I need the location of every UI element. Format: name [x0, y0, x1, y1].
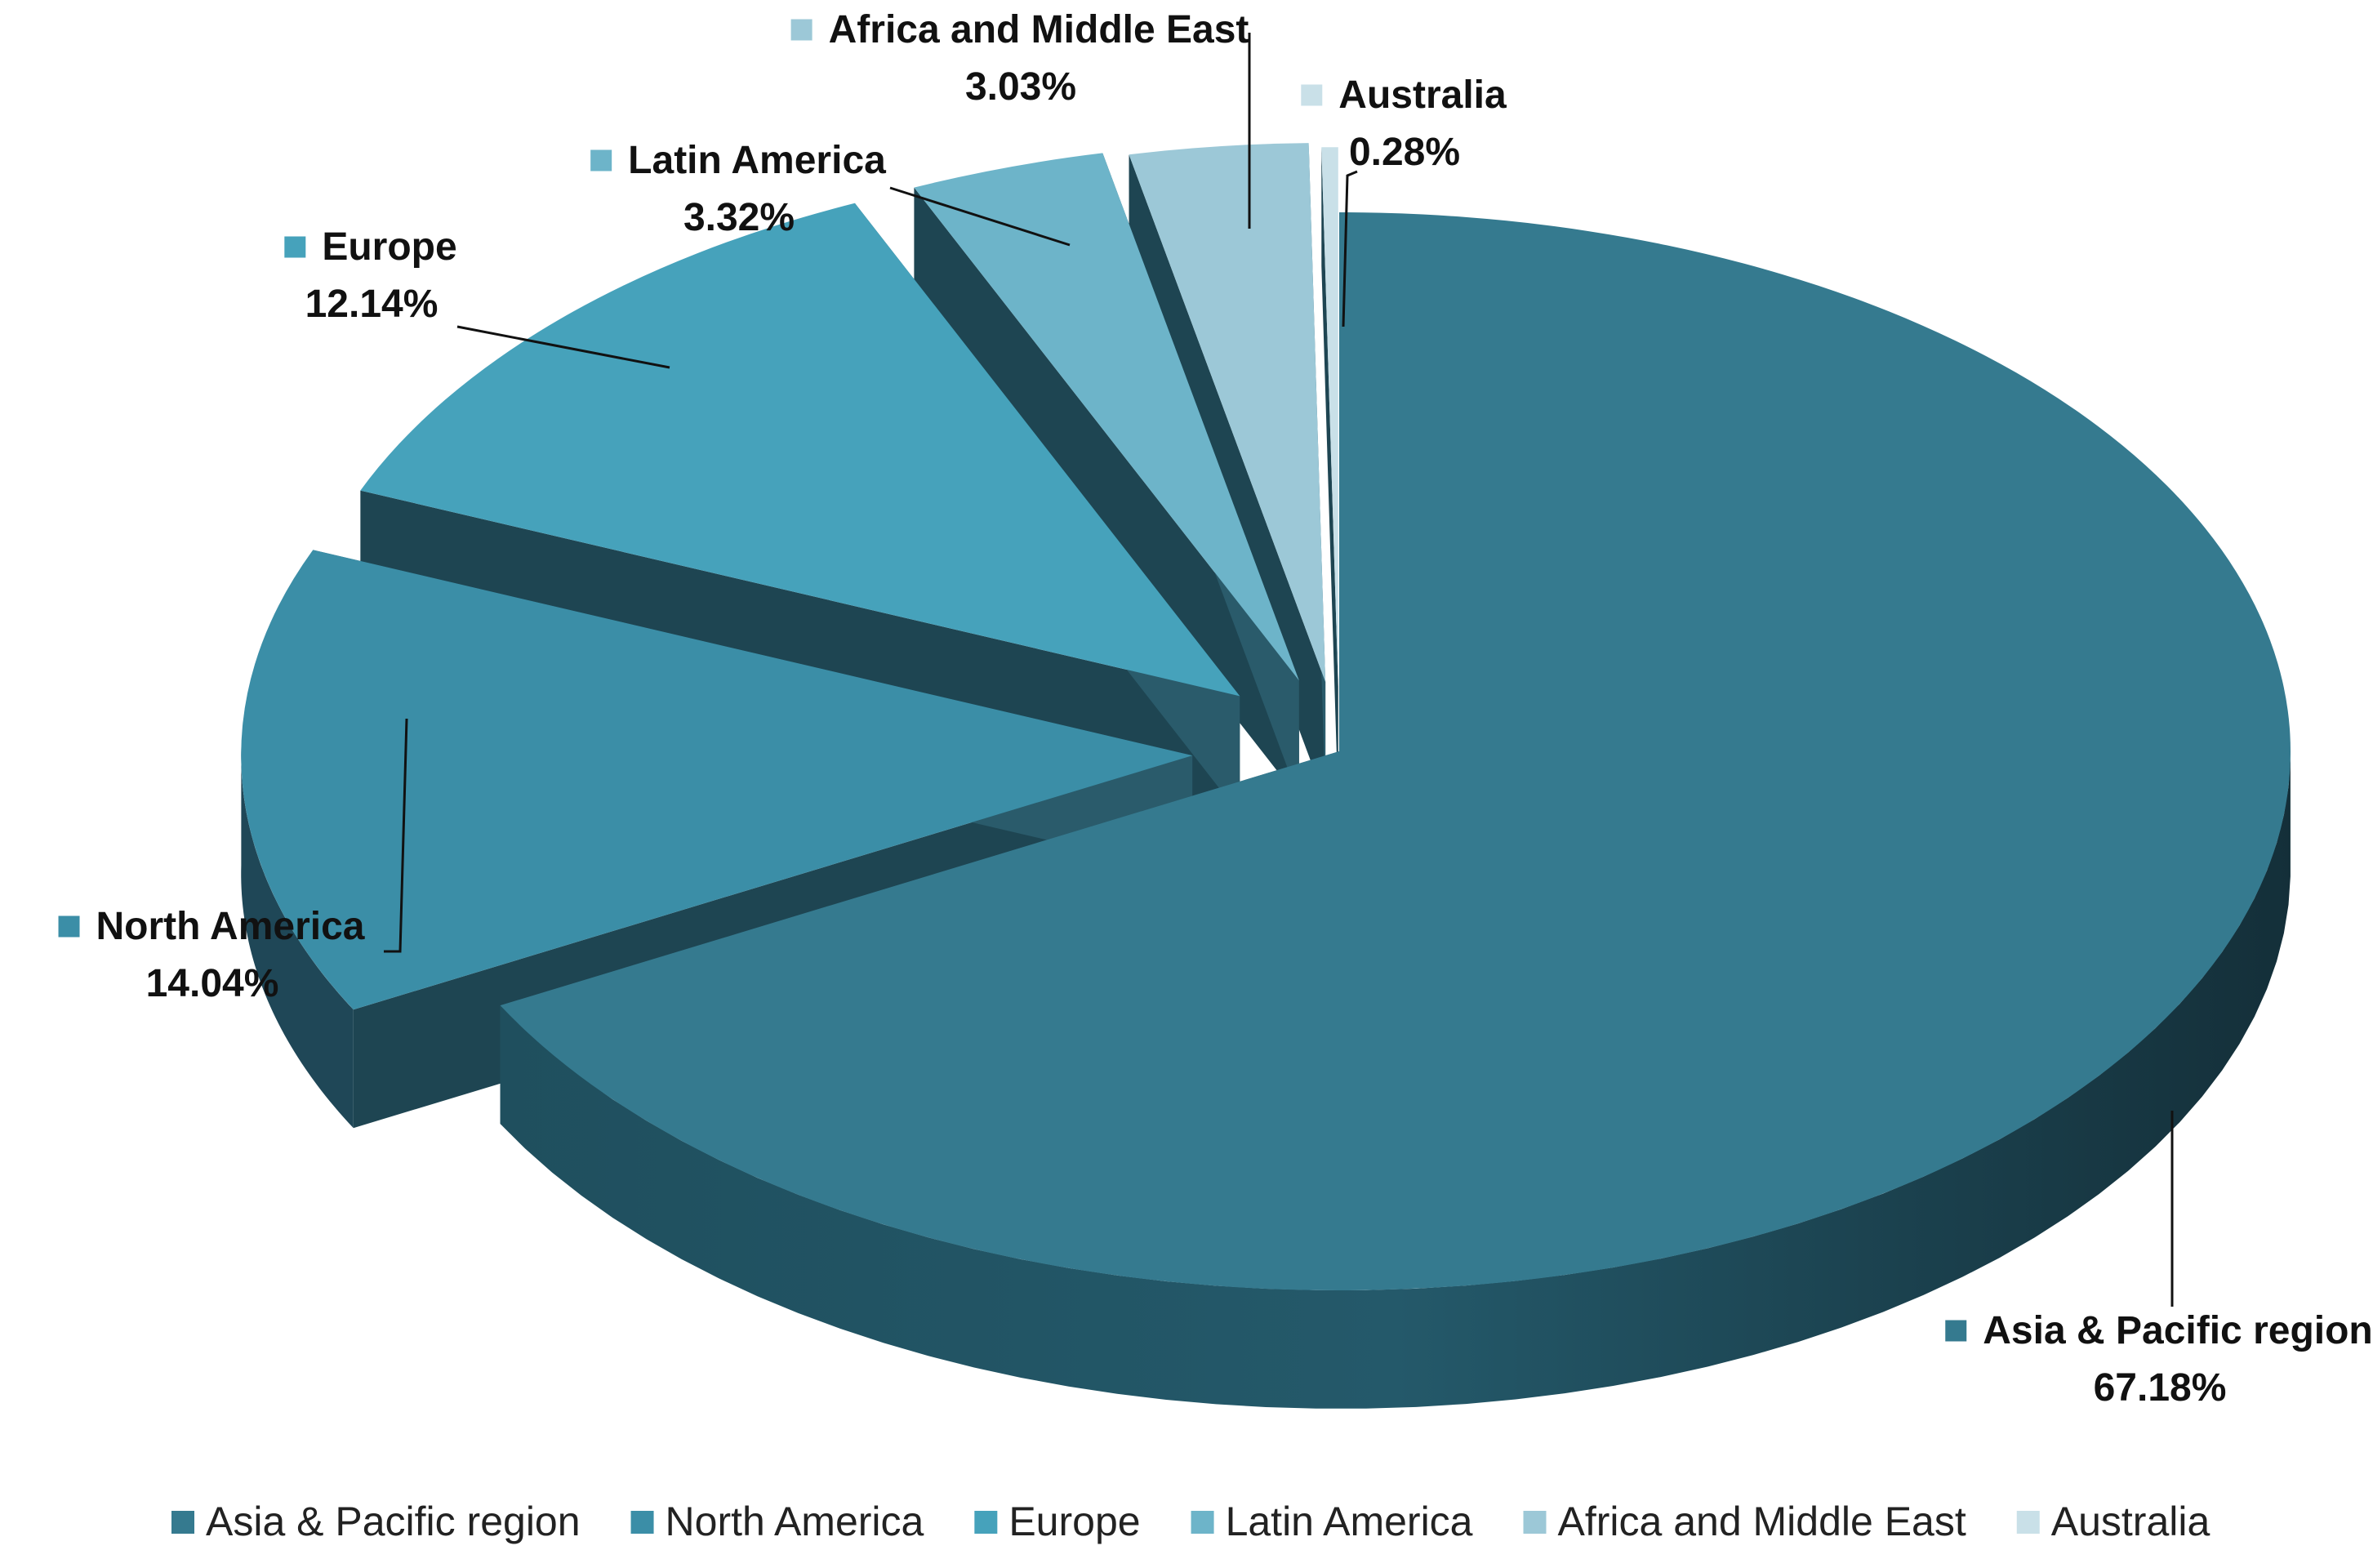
data-label-name-north-america: North America: [96, 905, 365, 948]
legend-entry-europe: Europe: [974, 1499, 1141, 1544]
slice-asia-and-pacific-region: [500, 212, 2291, 1290]
leader-line-australia: [1342, 170, 1358, 327]
data-label-value-africa-and-middle-east: 3.03%: [965, 65, 1076, 109]
data-label-value-europe: 12.14%: [305, 283, 439, 326]
legend-swatch-latin-america: [1191, 1511, 1214, 1534]
data-label-australia: Australia 0.28%: [1301, 74, 1507, 327]
slice-wall-australia: [1321, 147, 1338, 805]
data-label-value-asia-and-pacific-region: 67.18%: [2094, 1366, 2227, 1410]
slice-europe: [360, 203, 1240, 697]
data-label-name-latin-america: Latin America: [628, 139, 886, 182]
legend-entry-latin-america: Latin America: [1191, 1499, 1473, 1544]
data-label-africa-and-middle-east: Africa and Middle East 3.03%: [790, 8, 1251, 229]
slice-latin-america: [914, 153, 1299, 681]
slice-wall-latin-america: [914, 187, 1299, 800]
legend: Asia & Pacific region North America Europe…: [171, 1499, 2210, 1544]
legend-swatch-asia-and-pacific-region: [171, 1511, 194, 1534]
data-label-europe: Europe 12.14%: [284, 225, 670, 369]
leader-line-europe: [456, 325, 670, 369]
slice-rim-north-america: [241, 746, 354, 1129]
data-label-name-australia: Australia: [1338, 74, 1507, 117]
slice-tops: [241, 143, 2291, 1290]
legend-swatch-africa-and-middle-east: [1523, 1511, 1547, 1534]
legend-label-latin-america: Latin America: [1226, 1499, 1473, 1544]
data-label-swatch-europe: [284, 236, 306, 258]
legend-label-africa-and-middle-east: Africa and Middle East: [1558, 1499, 1966, 1544]
data-label-swatch-africa-and-middle-east: [790, 19, 813, 41]
data-label-name-asia-and-pacific-region: Asia & Pacific region: [1983, 1309, 2373, 1352]
legend-label-north-america: North America: [666, 1499, 924, 1544]
legend-label-europe: Europe: [1008, 1499, 1140, 1544]
data-label-latin-america: Latin America 3.32%: [590, 139, 1071, 247]
data-label-asia-and-pacific-region: Asia & Pacific region 67.18%: [1945, 1111, 2373, 1410]
legend-entry-asia-and-pacific-region: Asia & Pacific region: [171, 1499, 581, 1544]
data-label-name-europe: Europe: [322, 225, 456, 269]
slice-north-america: [241, 550, 1193, 1010]
legend-entry-australia: Australia: [2016, 1499, 2210, 1544]
legend-label-australia: Australia: [2051, 1499, 2210, 1544]
data-label-swatch-north-america: [58, 915, 80, 938]
slice-australia: [1321, 147, 1338, 687]
data-label-value-australia: 0.28%: [1349, 131, 1460, 174]
data-label-north-america: North America 14.04%: [58, 718, 408, 1005]
data-label-swatch-asia-and-pacific-region: [1945, 1320, 1967, 1342]
legend-swatch-australia: [2016, 1511, 2040, 1534]
data-label-name-africa-and-middle-east: Africa and Middle East: [829, 8, 1249, 51]
slice-rim-asia-and-pacific-region: [500, 758, 2291, 1409]
data-label-value-latin-america: 3.32%: [683, 196, 795, 239]
legend-entry-africa-and-middle-east: Africa and Middle East: [1523, 1499, 1966, 1544]
legend-swatch-north-america: [630, 1511, 654, 1534]
leader-line-latin-america: [889, 186, 1071, 247]
data-label-value-north-america: 14.04%: [146, 962, 279, 1005]
legend-swatch-europe: [974, 1511, 998, 1534]
data-label-swatch-australia: [1301, 84, 1323, 106]
legend-label-asia-and-pacific-region: Asia & Pacific region: [206, 1499, 581, 1544]
leader-line-north-america: [384, 718, 408, 953]
data-labels: Asia & Pacific region 67.18% North America…: [58, 8, 2373, 1410]
legend-entry-north-america: North America: [630, 1499, 924, 1544]
data-label-swatch-latin-america: [590, 149, 612, 172]
slice-side-australia: [1321, 147, 1338, 805]
slice-africa-and-middle-east: [1129, 143, 1326, 683]
